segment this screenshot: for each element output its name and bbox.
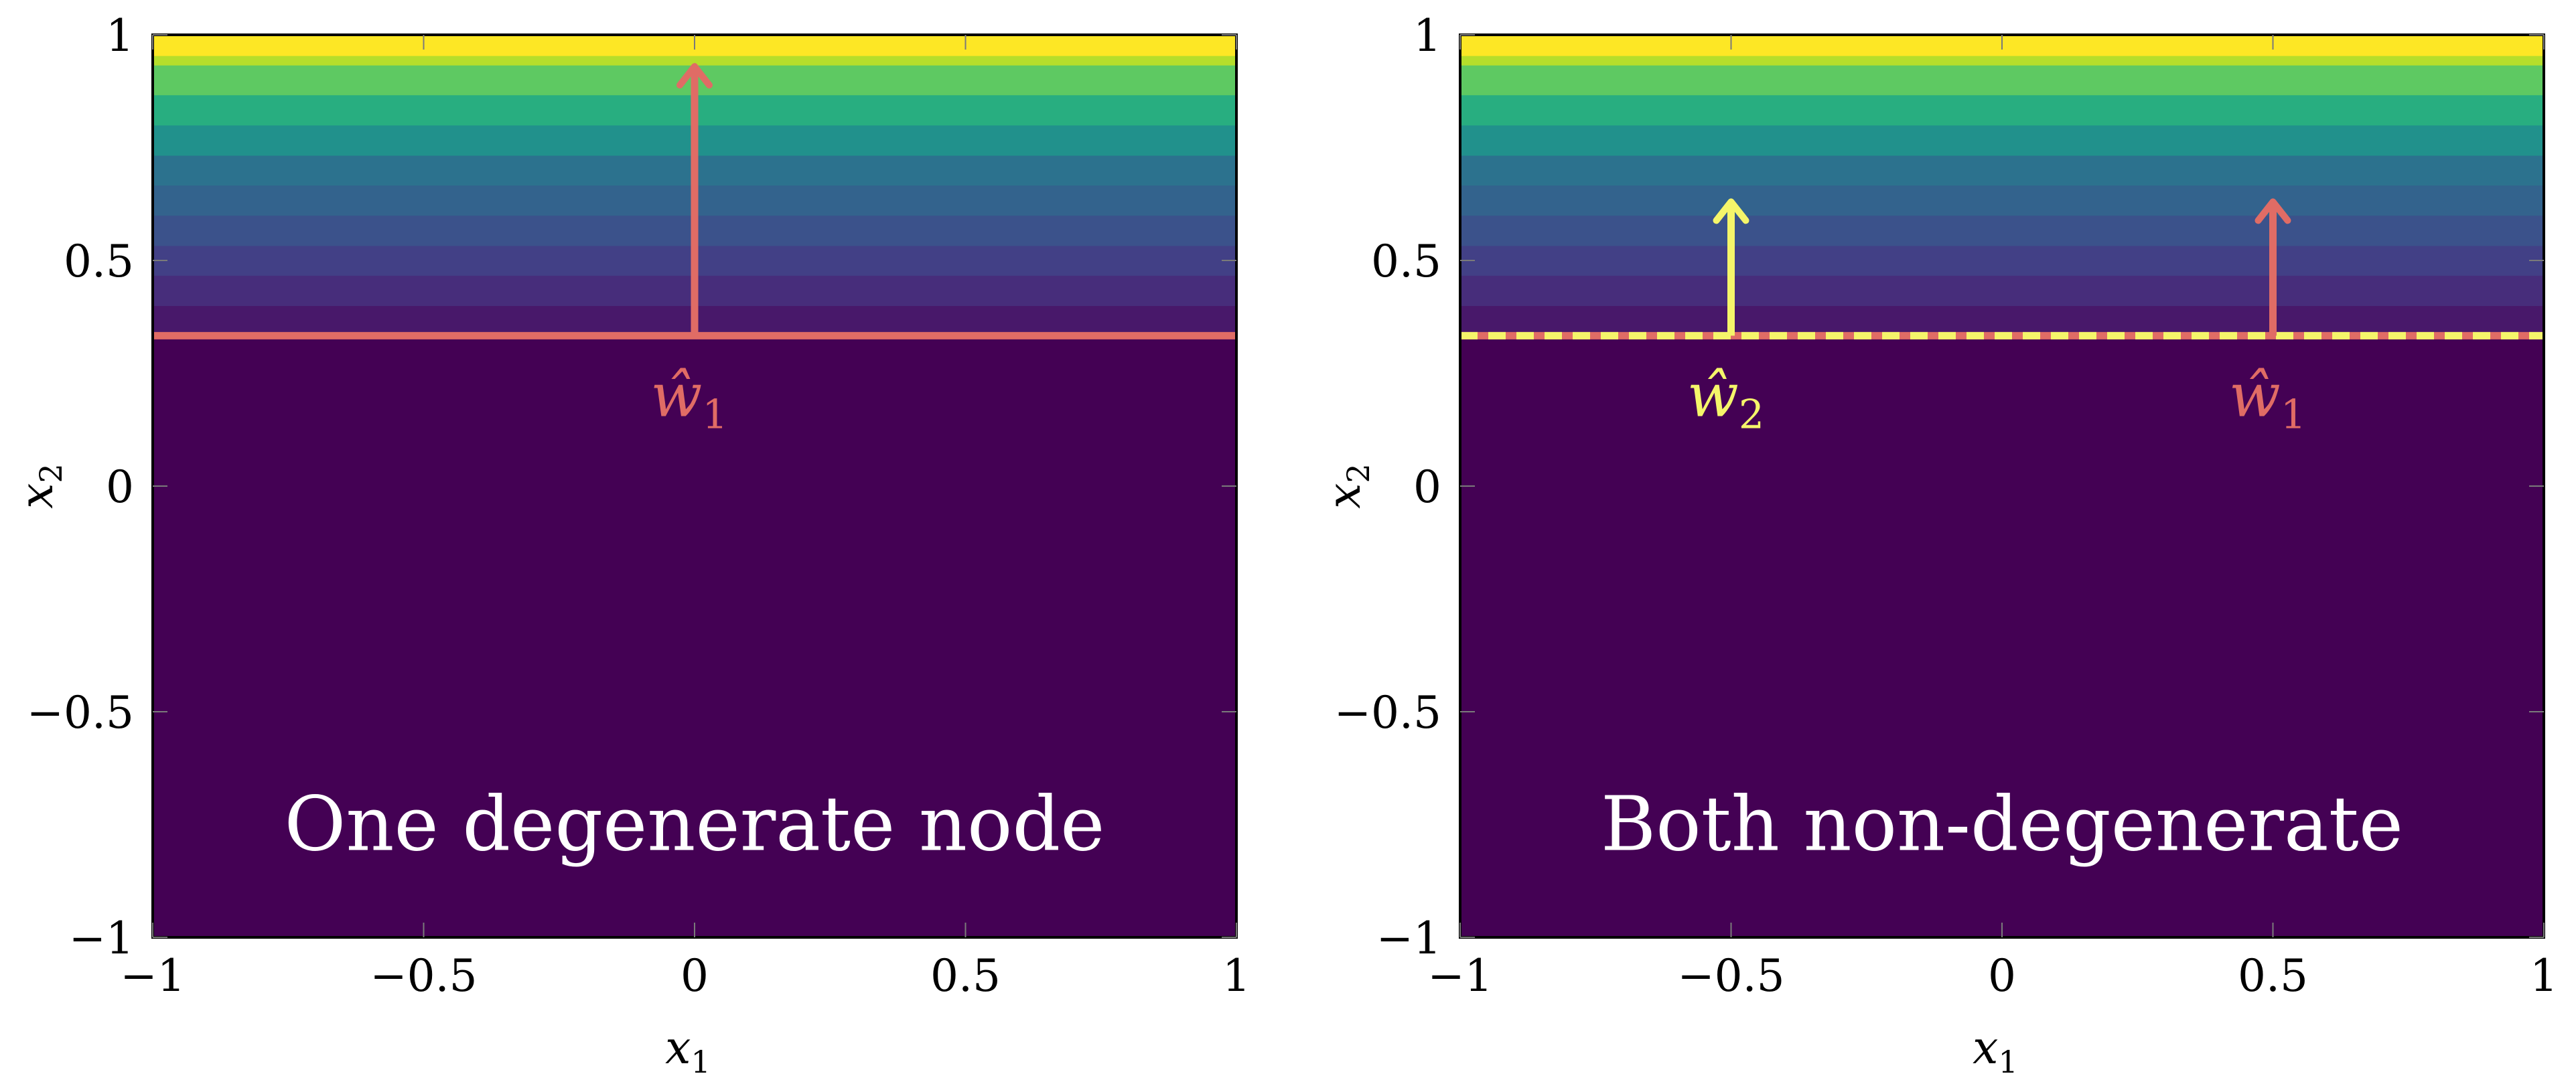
contour-band	[1460, 245, 2544, 276]
contour-band	[1460, 94, 2544, 126]
weight-arrow-label: ŵ1	[2229, 360, 2306, 438]
weight-arrow-label: ŵ1	[650, 360, 727, 438]
x-tick-label: −0.5	[1677, 950, 1784, 1002]
panel-annotation: Both non-degenerate	[1601, 781, 2403, 868]
y-tick-label: −1	[69, 913, 134, 964]
right-plot-panel: Both non-degenerate ŵ2 ŵ1 −1 −0.5 0 0.5 1 −1 −0.5…	[1318, 10, 2558, 1080]
y-tick-label: −0.5	[27, 687, 134, 739]
y-axis-label: x2	[1318, 463, 1376, 509]
left-plot-panel: One degenerate node ŵ1 −1 −0.5 0 0.5 1 −1 −0.5 0 0…	[11, 10, 1250, 1080]
x-axis-label: x1	[665, 1022, 711, 1080]
plot-area: Both non-degenerate	[1460, 35, 2544, 937]
contour-band	[1460, 65, 2544, 96]
contour-band	[1460, 125, 2544, 156]
contour-band	[1460, 155, 2544, 186]
x-tick-label: −1	[1427, 950, 1492, 1002]
y-tick-label: 0.5	[64, 236, 134, 287]
weight-arrow-head	[2255, 198, 2291, 224]
y-tick-label: 0	[106, 461, 134, 513]
y-tick-label: 0.5	[1371, 236, 1441, 287]
x-tick-label: 0.5	[2238, 950, 2308, 1002]
y-tick-label: −1	[1376, 913, 1441, 964]
x-tick-label: 0.5	[930, 950, 1001, 1002]
contour-band	[1460, 305, 2544, 336]
contour-band	[1460, 215, 2544, 246]
x-tick-label: 1	[1222, 950, 1250, 1002]
weight-arrow-label: ŵ2	[1687, 360, 1764, 438]
y-tick-label: 1	[106, 10, 134, 62]
y-axis-label: x2	[11, 463, 69, 509]
panel-annotation: One degenerate node	[285, 781, 1105, 868]
contour-band	[1460, 185, 2544, 216]
y-tick-label: −0.5	[1334, 687, 1441, 739]
x-tick-label: −0.5	[370, 950, 477, 1002]
y-tick-label: 1	[1413, 10, 1441, 62]
y-tick-label: 0	[1413, 461, 1441, 513]
x-tick-label: 1	[2530, 950, 2558, 1002]
x-tick-label: −1	[120, 950, 185, 1002]
x-tick-label: 0	[681, 950, 709, 1002]
contour-band	[1460, 275, 2544, 306]
weight-arrow-head	[676, 63, 713, 89]
x-tick-label: 0	[1988, 950, 2016, 1002]
weight-arrow-head	[1713, 198, 1749, 224]
x-axis-label: x1	[1973, 1022, 2018, 1080]
